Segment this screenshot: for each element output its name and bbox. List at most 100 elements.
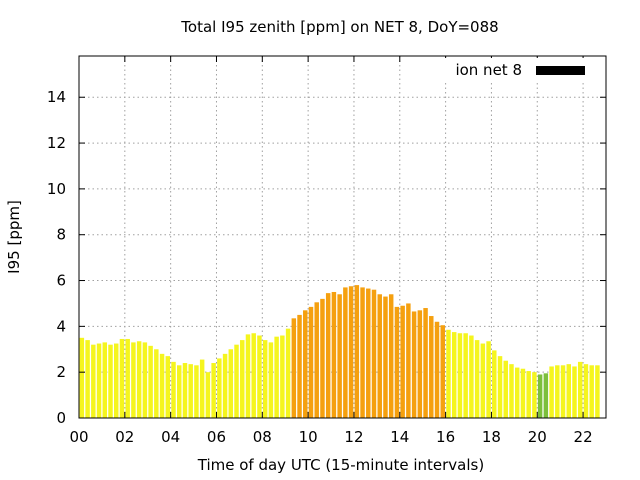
bar	[114, 343, 119, 418]
bar	[509, 364, 514, 418]
x-tick-label: 00	[69, 428, 88, 446]
bar	[297, 314, 302, 418]
bar	[486, 341, 491, 418]
bar	[262, 340, 268, 418]
bar	[560, 365, 566, 418]
bar	[188, 364, 193, 418]
bar	[474, 340, 480, 418]
grid-lines	[79, 56, 606, 418]
bar	[199, 359, 205, 418]
bar	[91, 344, 96, 418]
bar	[131, 342, 136, 418]
bar	[423, 308, 428, 418]
bar	[96, 343, 102, 418]
bar	[257, 335, 262, 418]
bar	[492, 350, 497, 418]
bar	[285, 328, 291, 418]
bar	[177, 365, 182, 418]
bar	[503, 360, 508, 418]
x-tick-label: 18	[482, 428, 501, 446]
bar	[377, 294, 382, 418]
plot-frame	[78, 55, 607, 419]
bar	[417, 310, 423, 418]
bar	[217, 358, 222, 418]
bar	[451, 332, 457, 418]
bar	[136, 341, 142, 418]
bar	[583, 364, 589, 418]
bar	[85, 340, 90, 418]
bar	[406, 303, 411, 418]
y-tick-label: 6	[56, 272, 66, 290]
bar	[171, 361, 176, 418]
bar	[291, 318, 297, 418]
bar	[303, 310, 308, 418]
bar	[526, 371, 531, 418]
bar	[383, 296, 388, 418]
x-tick-label: 16	[436, 428, 455, 446]
x-tick-label: 20	[528, 428, 547, 446]
bar	[497, 356, 503, 418]
legend-swatch	[536, 66, 585, 75]
bar	[182, 363, 188, 418]
bar	[589, 365, 594, 418]
bar	[79, 337, 85, 418]
x-tick-label: 06	[207, 428, 226, 446]
bar	[125, 338, 130, 418]
bar	[154, 349, 159, 418]
bar	[371, 289, 377, 418]
bar	[308, 306, 314, 418]
bar	[331, 291, 337, 418]
x-tick-label: 04	[161, 428, 180, 446]
bar	[388, 294, 394, 418]
y-tick-label: 8	[56, 226, 66, 244]
bar	[194, 365, 199, 418]
x-tick-label: 22	[574, 428, 593, 446]
x-tick-label: 12	[344, 428, 363, 446]
bar	[343, 287, 348, 418]
bar	[463, 333, 468, 418]
bar	[572, 366, 577, 418]
bar	[429, 316, 434, 418]
x-tick-label: 14	[390, 428, 409, 446]
bar	[228, 349, 234, 418]
bar	[469, 335, 474, 418]
bar	[222, 353, 228, 418]
bar	[440, 325, 445, 418]
bar	[566, 364, 571, 418]
bar	[159, 353, 165, 418]
bar	[520, 368, 526, 418]
bar	[211, 363, 216, 418]
bar	[411, 311, 417, 418]
bar	[549, 366, 554, 418]
y-tick-label: 10	[47, 180, 66, 198]
bar	[514, 367, 520, 418]
y-tick-label: 4	[56, 317, 66, 335]
y-tick-label: 12	[47, 134, 66, 152]
bar	[205, 372, 211, 418]
bar	[543, 373, 549, 418]
bar	[268, 342, 274, 418]
bar	[394, 306, 400, 418]
bar	[314, 302, 319, 418]
chart-title: Total I95 zenith [ppm] on NET 8, DoY=088	[180, 18, 498, 36]
y-tick-label: 0	[56, 409, 66, 427]
bar	[240, 340, 245, 418]
y-axis-label: I95 [ppm]	[5, 200, 23, 274]
x-axis-label: Time of day UTC (15-minute intervals)	[197, 456, 484, 474]
y-tick-label: 2	[56, 363, 66, 381]
bar	[142, 342, 148, 418]
axis-ticks	[78, 56, 606, 419]
bar	[532, 372, 537, 418]
legend-label: ion net 8	[455, 61, 522, 79]
bars	[79, 285, 600, 418]
x-tick-label: 10	[299, 428, 318, 446]
bar	[148, 345, 153, 418]
bar	[280, 335, 285, 418]
bar	[366, 288, 371, 418]
bar	[274, 336, 279, 418]
bar	[320, 298, 325, 418]
bar	[165, 356, 171, 418]
y-tick-labels: 0 2 4 6 8 10 12 14	[47, 88, 66, 427]
bar	[251, 333, 256, 418]
